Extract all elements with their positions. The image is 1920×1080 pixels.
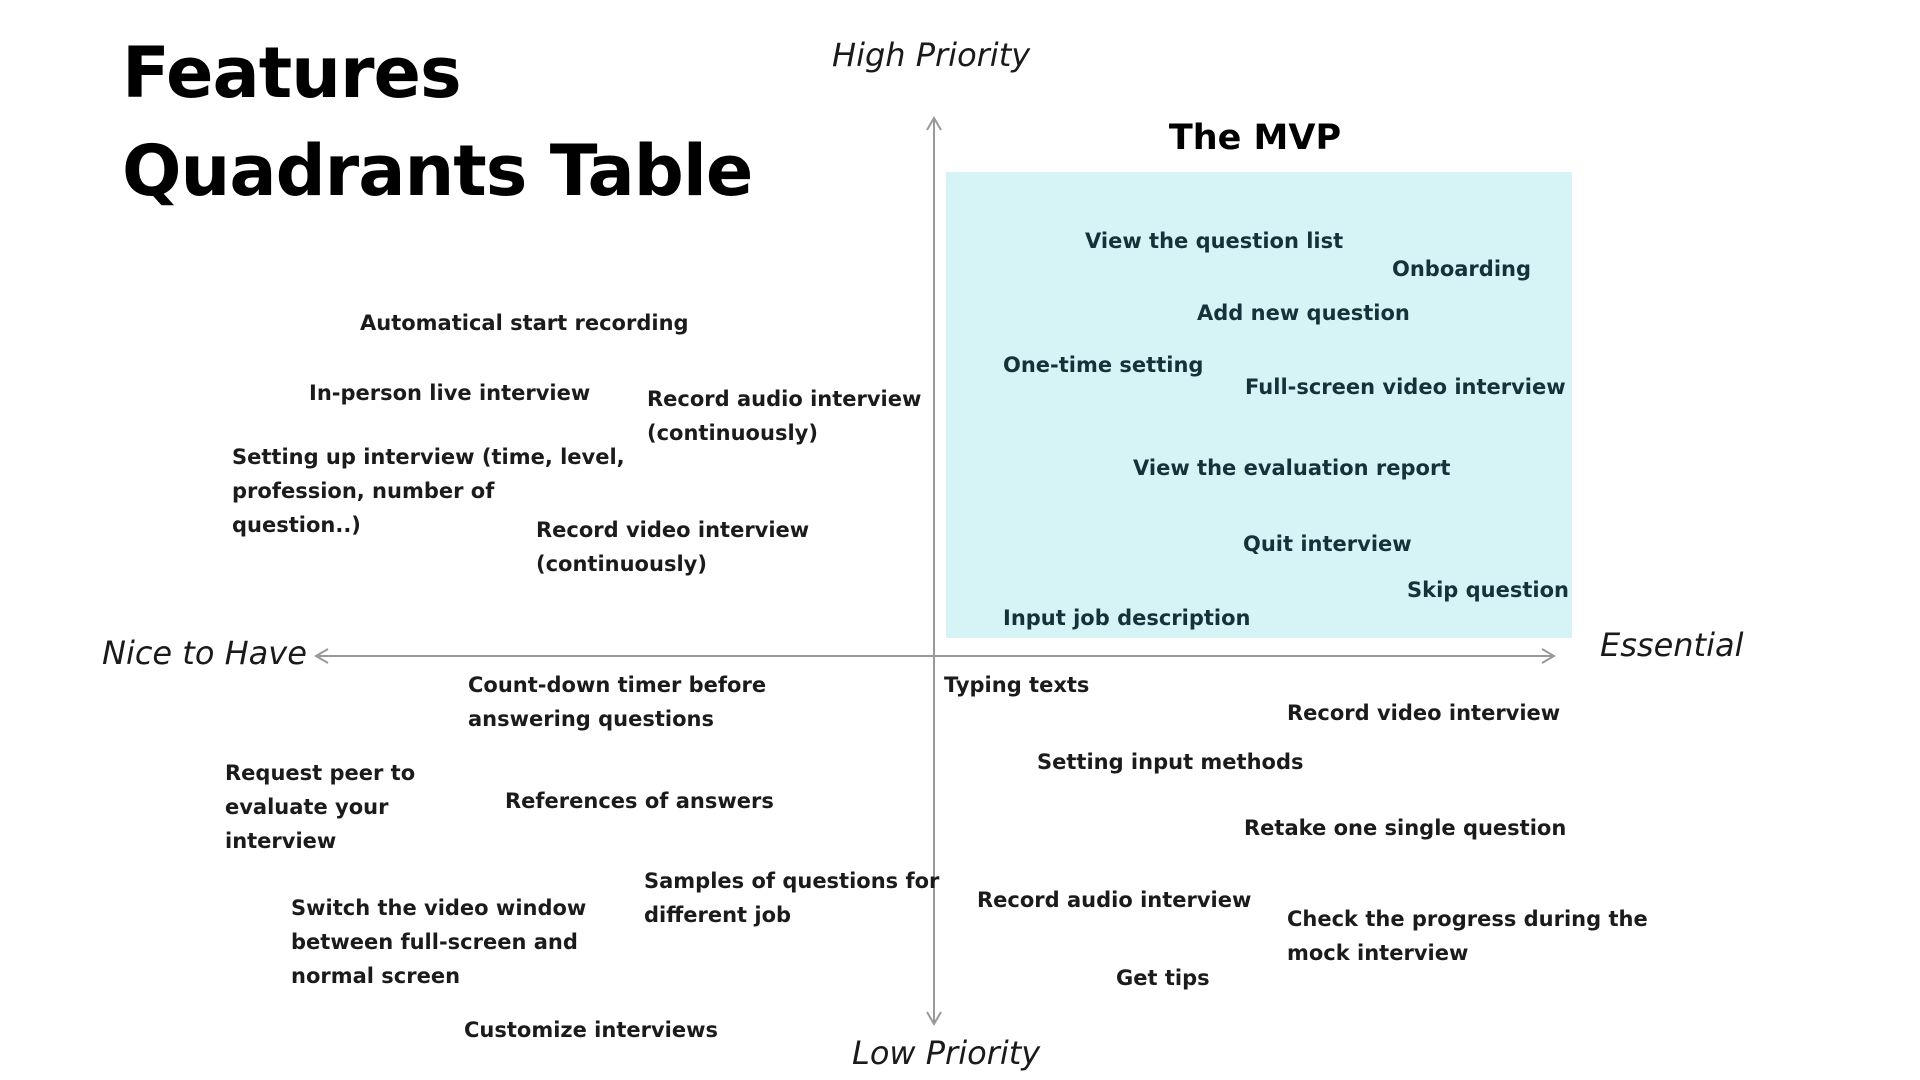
feature-item: Samples of questions for different job [644, 864, 939, 932]
feature-item-line: answering questions [468, 707, 714, 731]
feature-item-line: Record video interview [536, 518, 810, 542]
feature-item: Full-screen video interview [1245, 370, 1566, 404]
feature-item-line: Switch the video window [291, 896, 587, 920]
feature-item: Customize interviews [464, 1013, 718, 1047]
feature-item: Record audio interview (continuously) [647, 382, 921, 450]
feature-item-line: Add new question [1197, 301, 1410, 325]
feature-item: Typing texts [944, 668, 1089, 702]
feature-item: References of answers [505, 784, 774, 818]
feature-item: View the evaluation report [1133, 451, 1450, 485]
feature-item-line: different job [644, 903, 792, 927]
feature-item-line: Automatical start recording [360, 311, 689, 335]
feature-item-line: Full-screen video interview [1245, 375, 1566, 399]
feature-item-line: Samples of questions for [644, 869, 940, 893]
feature-item-line: Customize interviews [464, 1018, 718, 1042]
feature-item-line: between full-screen and [291, 930, 578, 954]
feature-item: Quit interview [1243, 527, 1412, 561]
feature-item-line: In-person live interview [309, 381, 591, 405]
feature-item: View the question list [1085, 224, 1343, 258]
page-title-line: Features [122, 32, 462, 114]
feature-item-line: Retake one single question [1244, 816, 1567, 840]
axis-label-low-priority: Low Priority [852, 1034, 1041, 1072]
feature-item-line: Record video interview [1287, 701, 1561, 725]
feature-item: Switch the video window between full-scre… [291, 891, 586, 993]
feature-item-line: Check the progress during the [1287, 907, 1648, 931]
feature-item-line: mock interview [1287, 941, 1469, 965]
feature-item-line: View the evaluation report [1133, 456, 1451, 480]
feature-item: Input job description [1003, 601, 1251, 635]
feature-item: Setting up interview (time, level, profes… [232, 440, 625, 542]
feature-item: Check the progress during the mock interv… [1287, 902, 1648, 970]
feature-item-line: Request peer to [225, 761, 416, 785]
feature-item-line: profession, number of [232, 479, 495, 503]
feature-item: One-time setting [1003, 348, 1203, 382]
feature-item-line: Count-down timer before [468, 673, 767, 697]
feature-item-line: normal screen [291, 964, 461, 988]
axis-label-essential: Essential [1600, 626, 1744, 664]
feature-item-line: Typing texts [944, 673, 1090, 697]
feature-item: Request peer to evaluate your interview [225, 756, 415, 858]
feature-item: Setting input methods [1037, 745, 1304, 779]
mvp-quadrant-box [946, 172, 1572, 638]
feature-item-line: Record audio interview [977, 888, 1252, 912]
feature-item-line: View the question list [1085, 229, 1344, 253]
feature-item-line: Setting up interview (time, level, [232, 445, 625, 469]
feature-item: Skip question [1407, 573, 1569, 607]
feature-item-line: (continuously) [647, 421, 818, 445]
feature-item-line: Setting input methods [1037, 750, 1304, 774]
feature-item: Record video interview (continuously) [536, 513, 809, 581]
feature-item: Record video interview [1287, 696, 1560, 730]
feature-item-line: Onboarding [1392, 257, 1532, 281]
axis-label-high-priority: High Priority [832, 36, 1031, 74]
feature-item-line: Skip question [1407, 578, 1569, 602]
feature-item-line: evaluate your [225, 795, 389, 819]
feature-item: Retake one single question [1244, 811, 1566, 845]
feature-item: Add new question [1197, 296, 1410, 330]
feature-item: In-person live interview [309, 376, 590, 410]
feature-item-line: (continuously) [536, 552, 707, 576]
feature-item-line: Input job description [1003, 606, 1251, 630]
feature-item: Get tips [1116, 961, 1210, 995]
page-title-line: Quadrants Table [122, 130, 753, 212]
feature-item-line: Record audio interview [647, 387, 922, 411]
feature-item-line: Quit interview [1243, 532, 1412, 556]
feature-item: Count-down timer before answering questio… [468, 668, 766, 736]
mvp-title: The MVP [1168, 118, 1342, 158]
axis-label-nice-to-have: Nice to Have [102, 634, 307, 672]
feature-item: Onboarding [1392, 252, 1531, 286]
page-title: Features Quadrants Table [122, 24, 753, 220]
feature-item-line: Get tips [1116, 966, 1210, 990]
feature-item-line: One-time setting [1003, 353, 1204, 377]
feature-item-line: interview [225, 829, 337, 853]
feature-item: Automatical start recording [360, 306, 689, 340]
feature-item-line: question..) [232, 513, 361, 537]
feature-item-line: References of answers [505, 789, 774, 813]
feature-item: Record audio interview [977, 883, 1251, 917]
